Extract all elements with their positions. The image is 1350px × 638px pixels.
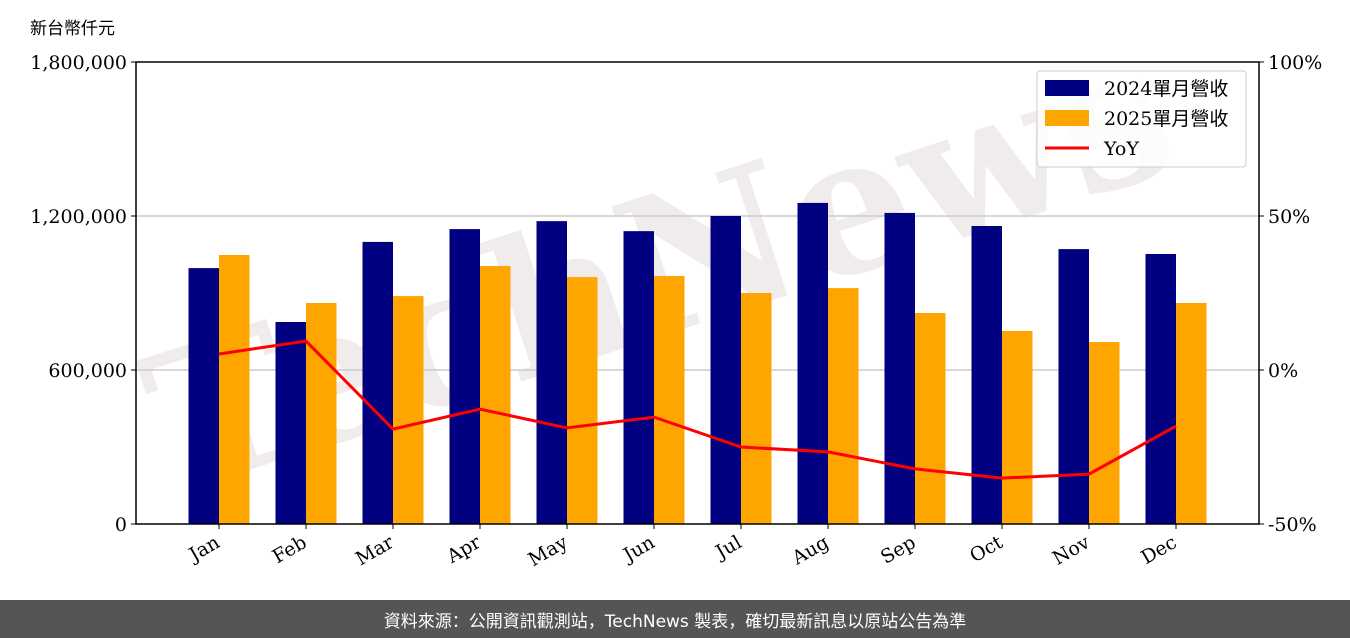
source-footer: 資料來源：公開資訊觀測站，TechNews 製表，確切最新訊息以原站公告為準: [0, 600, 1350, 638]
bar-2025單月營收-Nov: [1089, 342, 1120, 524]
legend-label: 2024單月營收: [1104, 78, 1228, 100]
bar-2025單月營收-Feb: [306, 303, 337, 524]
legend-label: 2025單月營收: [1104, 108, 1228, 130]
bar-2024單月營收-Jul: [710, 216, 741, 524]
bar-2024單月營收-Apr: [449, 229, 480, 524]
bar-2025單月營收-Dec: [1176, 303, 1207, 524]
yoy-line: [218, 339, 1177, 480]
y-axis-unit-label: 新台幣仟元: [30, 19, 115, 39]
bar-2025單月營收-Oct: [1002, 330, 1033, 524]
bar-2024單月營收-Oct: [971, 226, 1002, 524]
legend-swatch: [1045, 110, 1089, 126]
bar-2024單月營收-Jun: [623, 231, 654, 525]
y-left-tick-label: 600,000: [48, 360, 127, 382]
x-tick-label: Mar: [352, 531, 398, 570]
legend-box: [1036, 70, 1247, 168]
bar-2025單月營收-May: [567, 277, 598, 524]
y-right-tick-label: 100%: [1268, 52, 1322, 74]
x-tick-label: Feb: [269, 531, 311, 568]
y-left-tick-label: 1,800,000: [30, 52, 127, 74]
bar-2025單月營收-Jan: [219, 255, 250, 524]
legend-label: YoY: [1103, 138, 1139, 160]
bar-2024單月營收-May: [536, 221, 567, 524]
bar-2025單月營收-Sep: [915, 313, 946, 524]
bar-2025單月營收-Jun: [654, 276, 685, 524]
x-tick-label: May: [525, 531, 572, 571]
x-tick-label: Nov: [1049, 531, 1094, 570]
bar-2025單月營收-Jul: [741, 293, 772, 524]
revenue-chart: TechNews0600,0001,200,0001,800,000-50%0%…: [30, 0, 1322, 571]
x-tick-label: Apr: [442, 531, 485, 568]
x-tick-label: Sep: [877, 531, 920, 568]
bar-2025單月營收-Aug: [828, 288, 859, 524]
y-right-tick-label: -50%: [1268, 514, 1317, 536]
y-left-tick-label: 1,200,000: [30, 206, 127, 228]
bar-2024單月營收-Jan: [188, 268, 219, 524]
bar-2024單月營收-Mar: [362, 241, 393, 524]
bar-2024單月營收-Aug: [797, 202, 828, 524]
y-left-tick-label: 0: [115, 514, 127, 536]
bar-2024單月營收-Dec: [1145, 253, 1176, 524]
plot-frame: [135, 61, 1260, 525]
bar-2025單月營收-Apr: [480, 266, 511, 524]
bar-2025單月營收-Mar: [393, 296, 424, 524]
legend: 2024單月營收 2025單月營收 YoY: [1036, 70, 1247, 168]
x-tick-label: Jul: [710, 531, 745, 564]
x-tick-label: Aug: [788, 531, 833, 570]
bar-2024單月營收-Feb: [275, 322, 306, 524]
x-tick-label: Oct: [966, 531, 1007, 567]
x-tick-label: Jun: [618, 531, 659, 567]
y-right-tick-label: 50%: [1268, 206, 1310, 228]
legend-swatch: [1045, 80, 1089, 96]
y-right-tick-label: 0%: [1268, 360, 1298, 382]
x-tick-label: Jan: [184, 531, 224, 567]
bar-2024單月營收-Sep: [884, 212, 915, 525]
bar-2024單月營收-Nov: [1058, 249, 1089, 525]
x-tick-label: Dec: [1137, 531, 1180, 569]
